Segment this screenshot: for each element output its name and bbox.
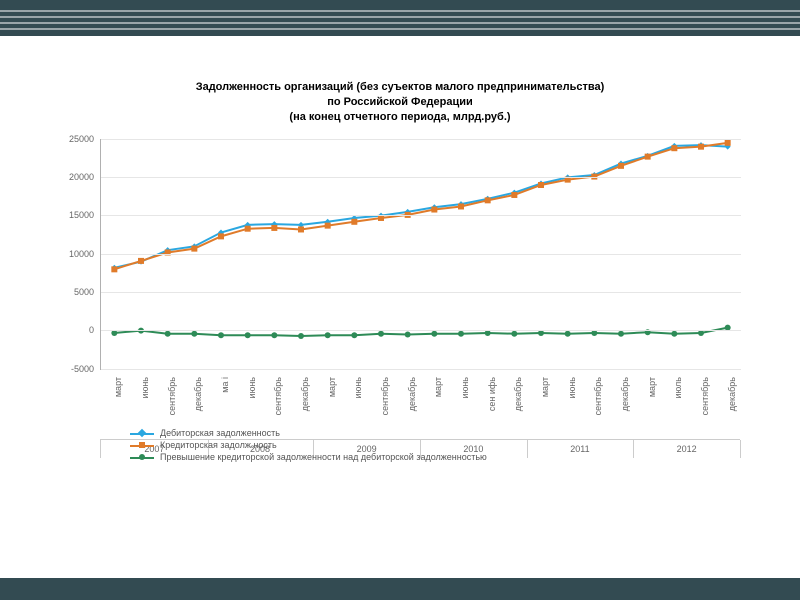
series-marker: [618, 162, 624, 168]
x-tick-label: март: [647, 377, 657, 397]
legend-label: Дебиторская задолженность: [160, 428, 280, 438]
legend-swatch: [130, 452, 154, 462]
gridline: [101, 330, 741, 331]
series-line: [114, 145, 727, 268]
chart-plot: -50000500010000150002000025000 мартиюньс…: [50, 139, 750, 419]
plot-area: [100, 139, 741, 370]
series-marker: [645, 153, 651, 159]
series-marker: [245, 225, 251, 231]
x-tick-label: март: [540, 377, 550, 397]
series-marker: [218, 332, 224, 338]
series-marker: [511, 191, 517, 197]
chart-title-line-1: Задолженность организаций (без суъектов …: [50, 80, 750, 95]
series-marker: [298, 333, 304, 339]
series-marker: [245, 332, 251, 338]
series-line: [114, 142, 727, 268]
x-tick-label: июнь: [140, 377, 150, 398]
series-marker: [485, 197, 491, 203]
x-tick-label: декабрь: [620, 377, 630, 411]
y-tick-label: 25000: [50, 134, 94, 144]
legend-swatch: [130, 440, 154, 450]
legend-swatch: [130, 428, 154, 438]
x-tick-label: июнь: [567, 377, 577, 398]
legend-item: Кредиторская задолж.ность: [130, 440, 487, 450]
series-marker: [698, 143, 704, 149]
series-marker: [458, 203, 464, 209]
series-line: [114, 327, 727, 335]
chart-title: Задолженность организаций (без суъектов …: [50, 80, 750, 125]
series-marker: [191, 245, 197, 251]
x-tick-label: сентябрь: [167, 377, 177, 415]
x-tick-label: сен ифь: [487, 377, 497, 411]
series-marker: [351, 332, 357, 338]
x-tick-label: сентябрь: [273, 377, 283, 415]
series-marker: [218, 233, 224, 239]
topbar-decoration: [0, 6, 800, 30]
x-tick-label: июнь: [460, 377, 470, 398]
year-label: 2011: [527, 440, 635, 458]
slide: Задолженность организаций (без суъектов …: [0, 0, 800, 600]
chart-legend: Дебиторская задолженность Кредиторская за…: [130, 426, 487, 464]
gridline: [101, 177, 741, 178]
slide-bottombar: [0, 578, 800, 600]
gridline: [101, 139, 741, 140]
x-tick-label: декабрь: [300, 377, 310, 411]
gridline: [101, 292, 741, 293]
x-tick-label: март: [113, 377, 123, 397]
gridline: [101, 369, 741, 370]
legend-item: Дебиторская задолженность: [130, 428, 487, 438]
slide-topbar: [0, 0, 800, 36]
x-tick-label: сентябрь: [593, 377, 603, 415]
series-marker: [271, 224, 277, 230]
series-marker: [725, 139, 731, 145]
series-marker: [271, 332, 277, 338]
x-tick-label: декабрь: [513, 377, 523, 411]
legend-label: Превышение кредиторской задолженности на…: [160, 452, 487, 462]
series-marker: [351, 218, 357, 224]
x-tick-label: июнь: [247, 377, 257, 398]
x-tick-label: декабрь: [193, 377, 203, 411]
series-marker: [138, 257, 144, 263]
x-tick-label: декабрь: [727, 377, 737, 411]
y-tick-label: 5000: [50, 287, 94, 297]
series-marker: [298, 226, 304, 232]
series-marker: [671, 145, 677, 151]
x-tick-label: март: [433, 377, 443, 397]
legend-label: Кредиторская задолж.ность: [160, 440, 277, 450]
x-tick-label: декабрь: [407, 377, 417, 411]
series-marker: [538, 182, 544, 188]
x-tick-label: июнь: [353, 377, 363, 398]
chart-title-line-3: (на конец отчетного периода, млрд.руб.): [50, 110, 750, 125]
x-tick-label: ма i: [220, 377, 230, 393]
y-tick-label: 0: [50, 325, 94, 335]
series-marker: [325, 332, 331, 338]
chart-container: Задолженность организаций (без суъектов …: [50, 80, 750, 419]
y-tick-label: 20000: [50, 172, 94, 182]
year-label: 2012: [633, 440, 741, 458]
y-tick-label: -5000: [50, 364, 94, 374]
x-tick-label: сентябрь: [380, 377, 390, 415]
chart-title-line-2: по Российской Федерации: [50, 95, 750, 110]
gridline: [101, 254, 741, 255]
y-tick-label: 10000: [50, 249, 94, 259]
x-tick-label: март: [327, 377, 337, 397]
y-tick-label: 15000: [50, 210, 94, 220]
series-marker: [325, 222, 331, 228]
series-marker: [111, 266, 117, 272]
series-marker: [405, 331, 411, 337]
legend-item: Превышение кредиторской задолженности на…: [130, 452, 487, 462]
x-tick-label: июль: [673, 377, 683, 399]
gridline: [101, 215, 741, 216]
x-axis-ticks: март июнь сентябрь декабрь ма i июнь сентябрь д…: [100, 373, 740, 433]
x-tick-label: сентябрь: [700, 377, 710, 415]
series-marker: [431, 206, 437, 212]
